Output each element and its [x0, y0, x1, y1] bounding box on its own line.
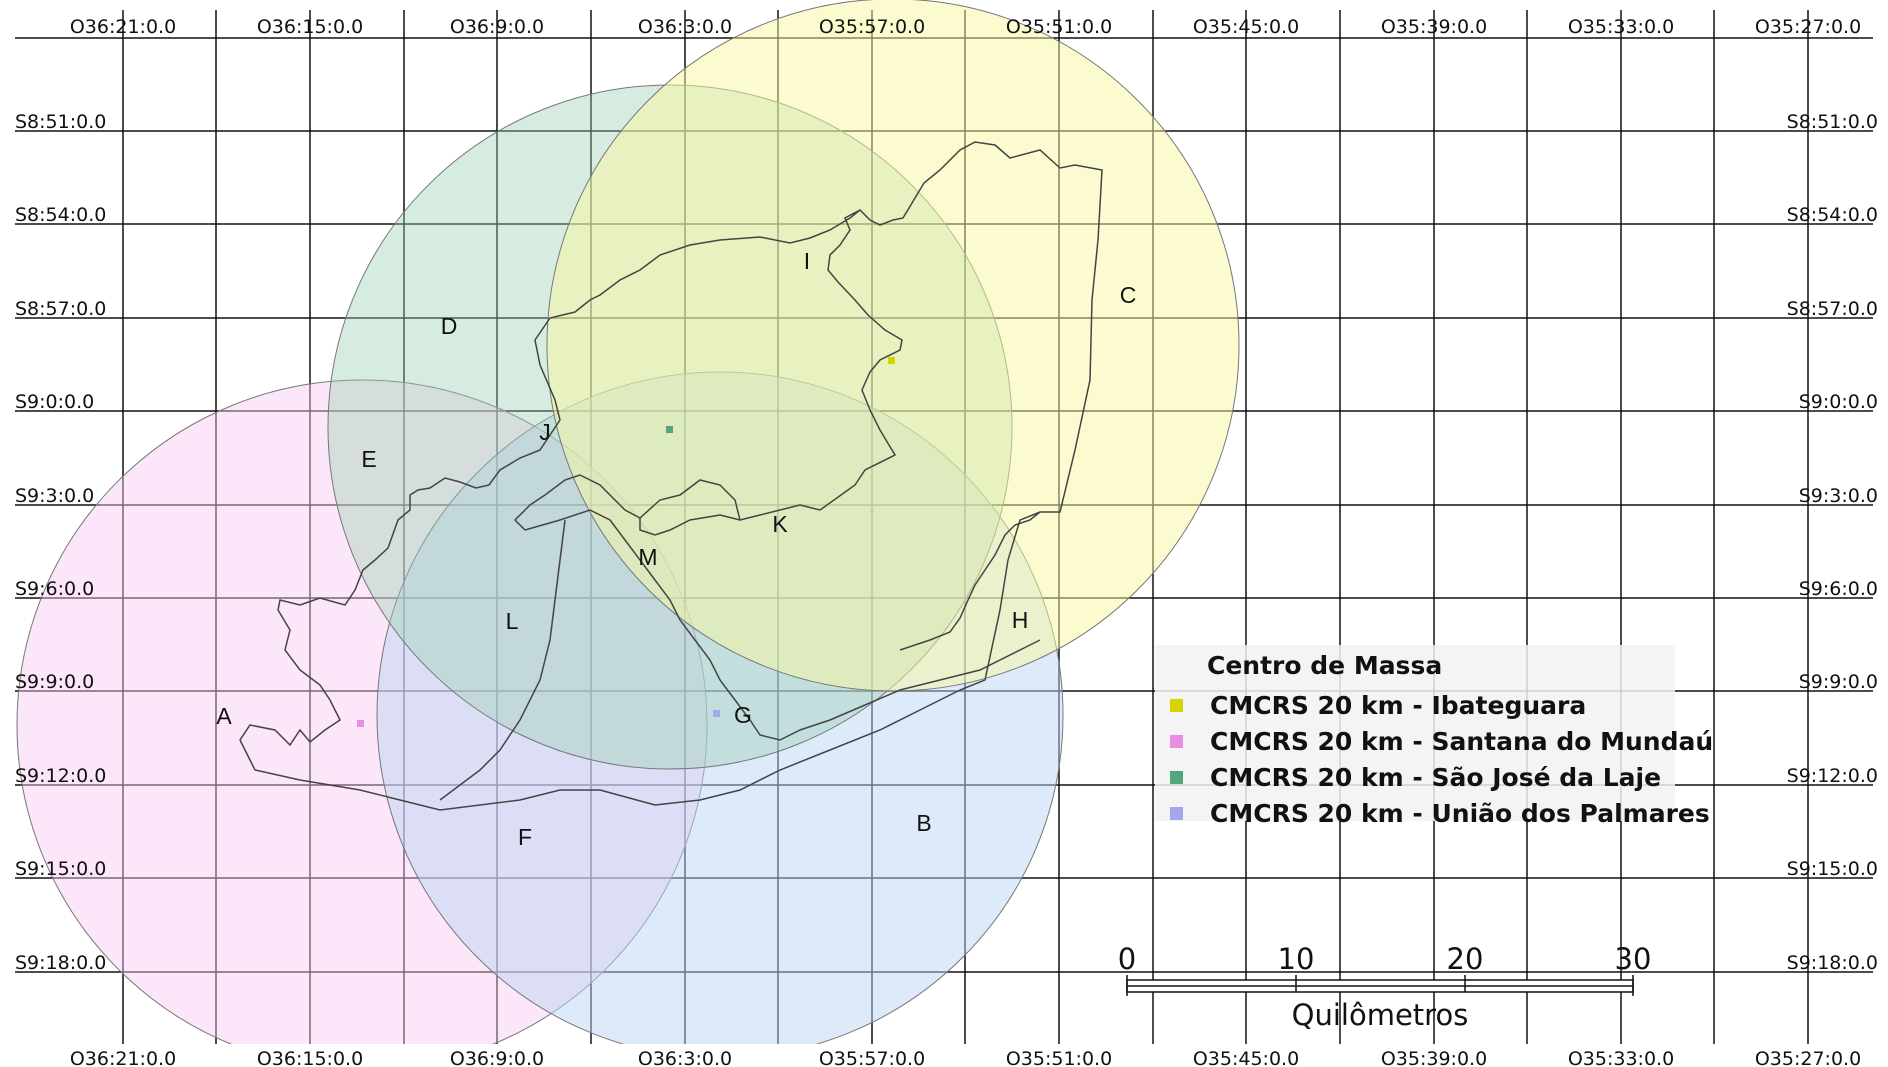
scale-bar: 0 10 20 30 Quilômetros [1118, 942, 1652, 1032]
legend-item-ibateguara: CMCRS 20 km - Ibateguara [1170, 688, 1586, 722]
latitude-label: S9:6:0.0 [1799, 578, 1878, 600]
legend-swatch [1170, 698, 1183, 712]
zone-label-i: I [804, 248, 810, 274]
zone-label-h: H [1012, 607, 1029, 633]
latitude-label: S9:0:0.0 [1799, 391, 1878, 413]
center-santana-do-mundau-marker[interactable] [357, 720, 364, 727]
top-longitude-labels: O36:21:0.0 O36:15:0.0 O36:9:0.0 O36:3:0.… [70, 16, 1861, 38]
zone-label-d: D [441, 313, 458, 339]
zone-label-j: J [539, 419, 551, 445]
legend-label: CMCRS 20 km - São José da Laje [1210, 762, 1662, 792]
latitude-label: S9:0:0.0 [15, 391, 94, 413]
latitude-label: S9:15:0.0 [1787, 858, 1878, 880]
legend-title: Centro de Massa [1207, 651, 1443, 680]
latitude-label: S8:57:0.0 [1787, 298, 1878, 320]
legend-label: CMCRS 20 km - União dos Palmares [1210, 798, 1710, 828]
latitude-label: S9:3:0.0 [1799, 485, 1878, 507]
legend-swatch [1170, 770, 1183, 784]
longitude-label: O35:39:0.0 [1381, 1048, 1487, 1067]
longitude-label: O35:27:0.0 [1755, 1048, 1861, 1067]
legend: Centro de Massa CMCRS 20 km - Ibateguara… [1155, 645, 1713, 828]
latitude-label: S9:18:0.0 [15, 952, 106, 974]
latitude-label: S9:6:0.0 [15, 578, 94, 600]
latitude-label: S8:54:0.0 [1787, 204, 1878, 226]
zone-labels: A B C D E F G H I J K L M [216, 248, 1136, 850]
zone-label-m: M [638, 544, 657, 570]
longitude-label: O36:3:0.0 [638, 1048, 732, 1067]
municipal-boundaries [239, 141, 1103, 811]
longitude-label: O35:51:0.0 [1006, 16, 1112, 38]
longitude-label: O35:39:0.0 [1381, 16, 1487, 38]
zone-label-g: G [734, 702, 752, 728]
circle-ibateguara[interactable] [546, 0, 1240, 692]
zone-label-l: L [506, 608, 519, 634]
longitude-label: O36:15:0.0 [257, 1048, 363, 1067]
zone-label-e: E [361, 446, 376, 472]
zone-label-b: B [916, 810, 931, 836]
legend-label: CMCRS 20 km - Ibateguara [1210, 690, 1587, 720]
longitude-label: O35:51:0.0 [1006, 1048, 1112, 1067]
latitude-label: S8:51:0.0 [15, 111, 106, 133]
legend-label: CMCRS 20 km - Santana do Mundaú [1210, 726, 1714, 756]
scale-tick-0: 0 [1118, 942, 1136, 976]
longitude-label: O36:21:0.0 [70, 1048, 176, 1067]
zone-label-f: F [518, 824, 532, 850]
center-sao-jose-da-laje-marker[interactable] [666, 426, 673, 433]
legend-item-santana-do-mundau: CMCRS 20 km - Santana do Mundaú [1170, 724, 1713, 758]
latitude-label: S9:9:0.0 [1799, 671, 1878, 693]
longitude-label: O35:45:0.0 [1193, 1048, 1299, 1067]
longitude-label: O35:27:0.0 [1755, 16, 1861, 38]
legend-swatch [1170, 806, 1183, 820]
longitude-label: O35:57:0.0 [819, 16, 925, 38]
zone-label-k: K [772, 511, 788, 537]
longitude-label: O36:21:0.0 [70, 16, 176, 38]
longitude-label: O36:3:0.0 [638, 16, 732, 38]
latitude-label: S9:15:0.0 [15, 858, 106, 880]
zone-label-c: C [1120, 282, 1137, 308]
latitude-label: S9:12:0.0 [15, 765, 106, 787]
buffer-circles [16, 0, 1240, 1067]
zone-label-a: A [216, 703, 232, 729]
latitude-label: S8:54:0.0 [15, 204, 106, 226]
longitude-label: O35:33:0.0 [1568, 16, 1674, 38]
legend-swatch [1170, 734, 1183, 748]
latitude-label: S9:9:0.0 [15, 671, 94, 693]
scale-tick-10: 10 [1278, 942, 1315, 976]
longitude-label: O35:57:0.0 [819, 1048, 925, 1067]
center-uniao-dos-palmares-marker[interactable] [713, 710, 720, 717]
longitude-label: O36:15:0.0 [257, 16, 363, 38]
longitude-label: O36:9:0.0 [450, 16, 544, 38]
scale-unit-label: Quilômetros [1292, 998, 1469, 1032]
legend-item-uniao-dos-palmares: CMCRS 20 km - União dos Palmares [1170, 796, 1710, 830]
center-of-mass-markers [357, 357, 895, 727]
bottom-longitude-labels: O36:21:0.0 O36:15:0.0 O36:9:0.0 O36:3:0.… [0, 1044, 1888, 1067]
center-ibateguara-marker[interactable] [888, 357, 895, 364]
right-latitude-labels: S8:51:0.0 S8:54:0.0 S8:57:0.0 S9:0:0.0 S… [1787, 111, 1878, 974]
legend-item-sao-jose-da-laje: CMCRS 20 km - São José da Laje [1170, 760, 1661, 794]
latitude-label: S8:57:0.0 [15, 298, 106, 320]
latitude-label: S9:3:0.0 [15, 485, 94, 507]
scale-tick-30: 30 [1615, 942, 1652, 976]
latitude-label: S9:12:0.0 [1787, 765, 1878, 787]
longitude-label: O36:9:0.0 [450, 1048, 544, 1067]
longitude-label: O35:33:0.0 [1568, 1048, 1674, 1067]
latitude-label: S9:18:0.0 [1787, 952, 1878, 974]
longitude-label: O35:45:0.0 [1193, 16, 1299, 38]
left-latitude-labels: S8:51:0.0 S8:54:0.0 S8:57:0.0 S9:0:0.0 S… [15, 111, 106, 974]
scale-tick-20: 20 [1447, 942, 1484, 976]
latitude-label: S8:51:0.0 [1787, 111, 1878, 133]
